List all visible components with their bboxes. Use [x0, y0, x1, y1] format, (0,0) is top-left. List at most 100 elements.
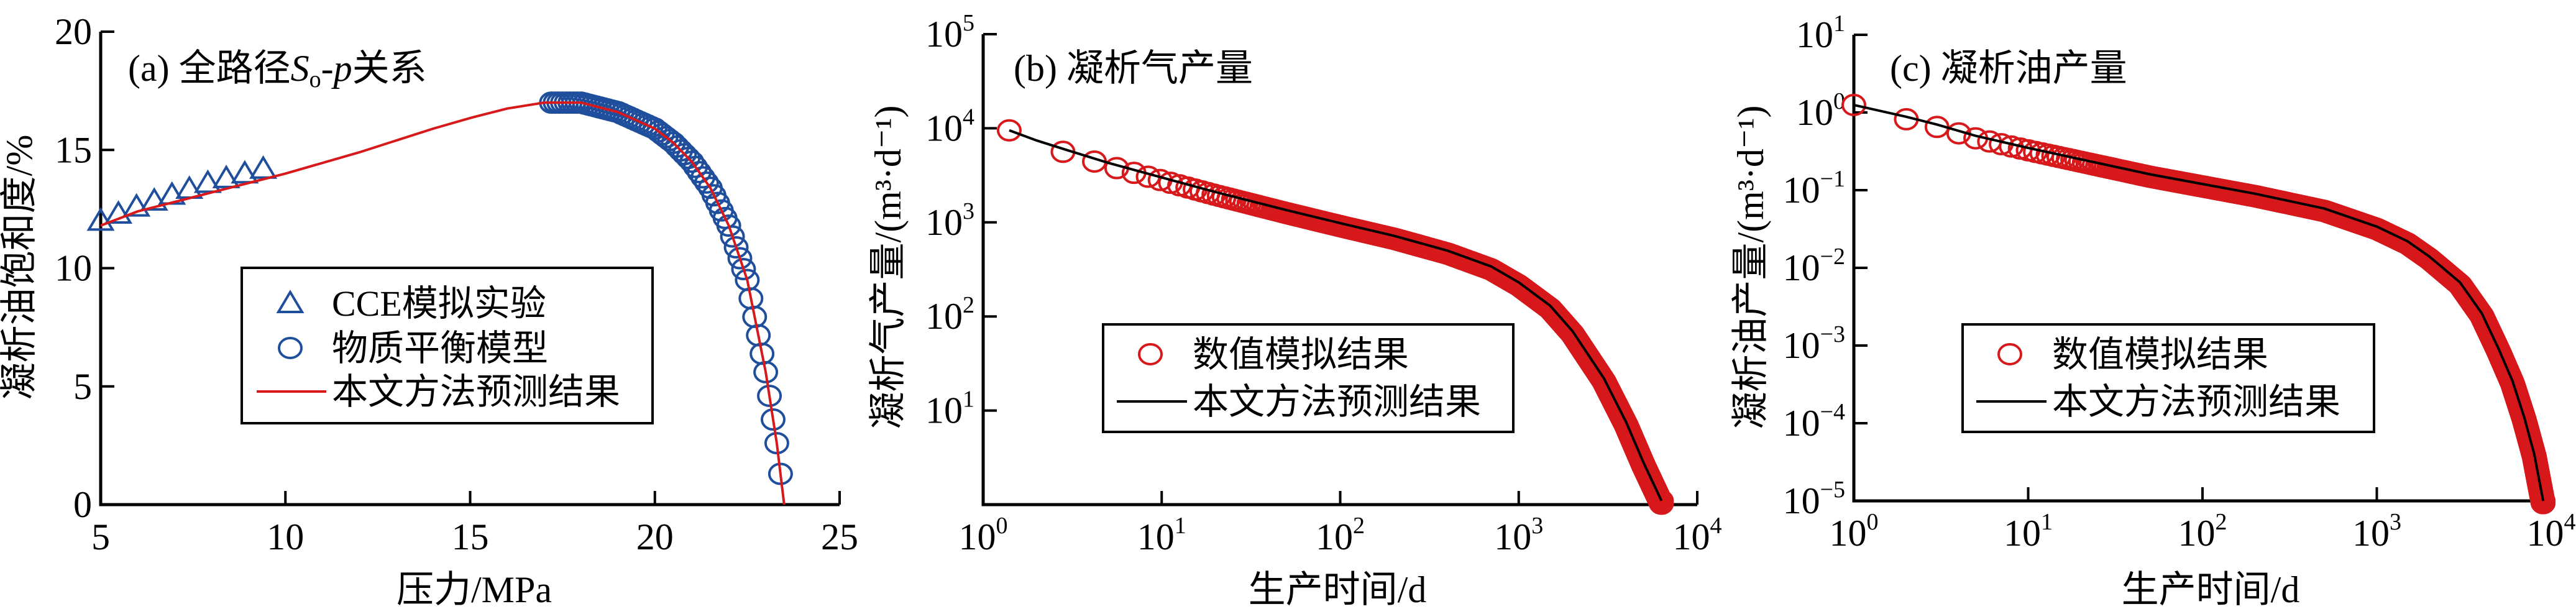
tick-base: 10 — [2527, 513, 2564, 554]
y-tick-label: 100 — [1796, 88, 1845, 133]
y-tick-label: 103 — [925, 198, 974, 243]
y-tick-label: 20 — [55, 11, 92, 52]
data-point-triangle — [86, 207, 115, 231]
tick-base: 10 — [1783, 170, 1820, 211]
tick-base: 10 — [1783, 325, 1820, 366]
tick-exponent: 2 — [1353, 513, 1365, 539]
x-tick-label: 101 — [1137, 513, 1186, 557]
x-tick-label: 104 — [1673, 513, 1722, 557]
tick-base: 10 — [959, 516, 996, 557]
title-part: S — [291, 48, 309, 89]
legend-label: 数值模拟结果 — [1193, 334, 1409, 375]
title-part: o — [309, 66, 321, 93]
x-tick-label: 100 — [1830, 509, 1879, 554]
tick-exponent: 3 — [1531, 513, 1543, 539]
chart-panel-c: 100 101 102 103 10410−510−410−310−210−110010… — [1730, 11, 2576, 610]
prediction-line — [100, 101, 786, 505]
x-tick-label: 103 — [2352, 509, 2401, 554]
tick-exponent: 3 — [963, 198, 974, 224]
tick-base: 10 — [1783, 247, 1820, 288]
data-point-triangle — [249, 155, 278, 179]
data-point-triangle — [122, 193, 151, 217]
data-point-triangle — [193, 169, 222, 193]
y-tick-label: 10−1 — [1783, 166, 1845, 211]
data-point-circle — [753, 360, 779, 383]
legend-circle-icon — [278, 337, 303, 359]
tick-base: 10 — [925, 14, 963, 55]
y-tick-label: 10 — [55, 248, 92, 289]
y-tick-label: 102 — [925, 292, 974, 337]
tick-base: 10 — [925, 202, 963, 243]
x-tick-label: 102 — [1316, 513, 1365, 557]
x-tick-label: 103 — [1494, 513, 1543, 557]
y-tick-label: 5 — [73, 366, 92, 407]
legend-label: 数值模拟结果 — [2052, 334, 2268, 375]
x-tick-label: 104 — [2527, 509, 2576, 554]
x-tick-label: 5 — [91, 516, 110, 557]
x-tick-label: 10 — [267, 516, 304, 557]
tick-exponent: 2 — [963, 292, 974, 318]
chart-title: (c) 凝析油产量 — [1890, 48, 2127, 89]
y-tick-label: 101 — [1796, 11, 1845, 55]
tick-exponent: −3 — [1820, 321, 1845, 347]
x-tick-label: 25 — [821, 516, 858, 557]
tick-base: 10 — [1796, 92, 1833, 133]
x-tick-label: 100 — [959, 513, 1008, 557]
prediction-line — [1853, 103, 2545, 502]
tick-base: 10 — [925, 296, 963, 337]
data-point-circle — [757, 384, 782, 407]
prediction-line — [1009, 129, 1663, 502]
y-tick-label: 10−2 — [1783, 244, 1845, 288]
data-point-circle — [2531, 490, 2556, 512]
x-axis-label: 生产时间/d — [1249, 569, 1427, 610]
chart-title: (a) 全路径So-p关系 — [128, 48, 427, 93]
tick-exponent: 0 — [996, 513, 1008, 539]
legend-circle-icon — [1997, 343, 2022, 365]
data-point-circle — [694, 171, 719, 194]
data-point-circle — [720, 225, 745, 248]
y-tick-label: 101 — [925, 387, 974, 431]
tick-base: 10 — [1494, 516, 1531, 557]
x-axis-label: 压力/MPa — [396, 569, 552, 610]
title-part: - — [321, 48, 334, 89]
data-point-circle — [1841, 93, 1866, 116]
tick-exponent: −2 — [1820, 244, 1845, 270]
data-point-circle — [731, 258, 756, 281]
tick-exponent: 2 — [2216, 509, 2227, 535]
data-point-circle — [996, 119, 1022, 142]
legend-box — [1102, 323, 1515, 433]
tick-base: 10 — [925, 108, 963, 149]
data-point-circle — [716, 214, 741, 237]
tick-base: 10 — [1783, 480, 1820, 521]
tick-exponent: 4 — [2564, 509, 2576, 535]
y-tick-label: 10−4 — [1783, 399, 1845, 444]
tick-base: 10 — [1316, 516, 1353, 557]
chart-title: (b) 凝析气产量 — [1014, 48, 1253, 89]
legend-circle-icon — [1138, 343, 1163, 365]
y-tick-label: 10−3 — [1783, 321, 1845, 366]
tick-exponent: 5 — [963, 10, 974, 36]
tick-base: 10 — [1796, 14, 1833, 55]
legend-triangle-icon — [276, 290, 305, 313]
tick-exponent: −1 — [1820, 166, 1845, 192]
tick-base: 10 — [1783, 403, 1820, 444]
legend-label: CCE模拟实验 — [332, 283, 546, 324]
legend-box — [241, 267, 654, 424]
tick-exponent: 1 — [2041, 509, 2053, 535]
y-axis-label: 凝析气产量/(m³·d⁻¹) — [868, 106, 909, 429]
tick-base: 10 — [2178, 513, 2216, 554]
legend-label: 物质平衡模型 — [332, 328, 548, 369]
y-axis-label: 凝析油饱和度/% — [0, 135, 40, 400]
data-point-triangle — [212, 164, 241, 188]
y-tick-label: 104 — [925, 104, 974, 149]
x-tick-label: 20 — [636, 516, 674, 557]
tick-exponent: 1 — [963, 387, 974, 413]
tick-base: 10 — [1673, 516, 1710, 557]
tick-base: 10 — [925, 390, 963, 431]
